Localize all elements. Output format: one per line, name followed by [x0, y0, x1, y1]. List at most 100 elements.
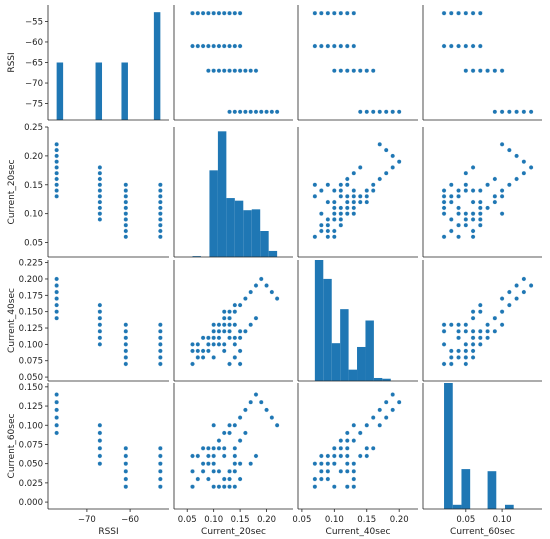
x-tick-label: 0.15 — [357, 515, 376, 525]
scatter-point — [448, 217, 454, 222]
scatter-point — [221, 43, 227, 49]
scatter-point — [344, 430, 350, 436]
scatter-point — [470, 165, 476, 170]
hist-bar — [331, 343, 341, 381]
scatter-point — [331, 68, 337, 74]
scatter-point — [514, 109, 519, 115]
x-tick-label: −60 — [121, 515, 139, 525]
scatter-point — [492, 109, 498, 115]
scatter-point — [499, 141, 505, 147]
scatter-point — [123, 182, 129, 188]
scatter-point — [477, 328, 483, 334]
scatter-point — [470, 188, 476, 193]
scatter-point — [477, 43, 483, 49]
scatter-point — [492, 193, 498, 199]
hist-bar — [504, 504, 514, 509]
scatter-point — [211, 328, 217, 334]
scatter-point — [477, 199, 483, 205]
scatter-point — [54, 407, 60, 413]
hist-bar — [226, 198, 235, 257]
hist-bar — [382, 378, 391, 381]
scatter-point — [211, 468, 217, 474]
scatter-point — [205, 461, 211, 467]
scatter-point — [344, 461, 350, 467]
scatter-point — [357, 193, 363, 199]
scatter-point — [157, 468, 163, 474]
scatter-point — [377, 422, 383, 428]
scatter-point — [248, 289, 254, 295]
scatter-point — [357, 165, 363, 170]
scatter-point — [123, 193, 129, 199]
panel-current-60sec-vs-rssi: 0.000 0.025 0.050 0.075 0.100 0.125 0.150 −70 −6… — [19, 383, 169, 525]
scatter-point — [390, 407, 396, 413]
scatter-point — [344, 205, 350, 211]
scatter-point — [227, 322, 232, 328]
scatter-point — [54, 153, 60, 159]
scatter-point — [200, 355, 206, 360]
scatter-point — [232, 302, 238, 308]
scatter-point — [338, 217, 344, 222]
scatter-point — [448, 361, 454, 367]
scatter-point — [463, 222, 469, 228]
scatter-point — [97, 170, 103, 176]
scatter-point — [463, 68, 469, 74]
scatter-point — [200, 468, 206, 474]
scatter-point — [211, 335, 217, 341]
scatter-point — [190, 348, 195, 354]
scatter-point — [325, 217, 331, 222]
scatter-point — [221, 476, 227, 482]
scatter-point — [521, 170, 527, 176]
scatter-point — [200, 43, 206, 49]
scatter-point — [157, 211, 163, 217]
scatter-point — [205, 476, 211, 482]
scatter-point — [97, 445, 103, 451]
scatter-point — [221, 322, 227, 328]
scatter-point — [441, 199, 447, 205]
y-tick-label: 0.100 — [19, 340, 43, 350]
scatter-point — [456, 193, 461, 199]
scatter-point — [253, 109, 259, 115]
scatter-point — [448, 193, 454, 199]
scatter-point — [157, 484, 163, 490]
hist-bar — [121, 62, 128, 120]
scatter-point — [216, 468, 222, 474]
scatter-point — [331, 217, 337, 222]
hist-bar — [153, 12, 161, 120]
scatter-point — [54, 176, 60, 182]
scatter-point — [227, 10, 232, 16]
scatter-point — [97, 205, 103, 211]
panel-current-20sec-vs-current-60sec — [422, 127, 542, 258]
scatter-point — [521, 289, 527, 295]
scatter-point — [514, 153, 519, 159]
scatter-point — [492, 68, 498, 74]
scatter-point — [97, 438, 103, 444]
scatter-point — [97, 302, 103, 308]
scatter-point — [200, 335, 206, 341]
scatter-point — [54, 147, 60, 153]
scatter-point — [227, 68, 232, 74]
scatter-point — [97, 176, 103, 182]
scatter-point — [383, 147, 389, 153]
scatter-point — [364, 422, 370, 428]
scatter-point — [227, 43, 232, 49]
scatter-point — [97, 217, 103, 222]
scatter-point — [232, 422, 238, 428]
scatter-point — [242, 328, 248, 334]
hist-bar — [314, 260, 324, 381]
scatter-point — [54, 399, 60, 405]
scatter-point — [54, 141, 60, 147]
scatter-point — [123, 355, 129, 360]
scatter-point — [232, 341, 238, 347]
hist-bar — [452, 504, 462, 509]
scatter-point — [470, 68, 476, 74]
y-tick-label: −60 — [25, 38, 43, 48]
hist-bar — [357, 346, 366, 381]
scatter-point — [441, 234, 447, 240]
scatter-point — [470, 211, 476, 217]
scatter-point — [232, 322, 238, 328]
scatter-point — [456, 10, 461, 16]
scatter-point — [190, 468, 195, 474]
scatter-point — [318, 222, 324, 228]
scatter-point — [441, 211, 447, 217]
xlabel-current-20sec: Current_20sec — [201, 527, 266, 537]
